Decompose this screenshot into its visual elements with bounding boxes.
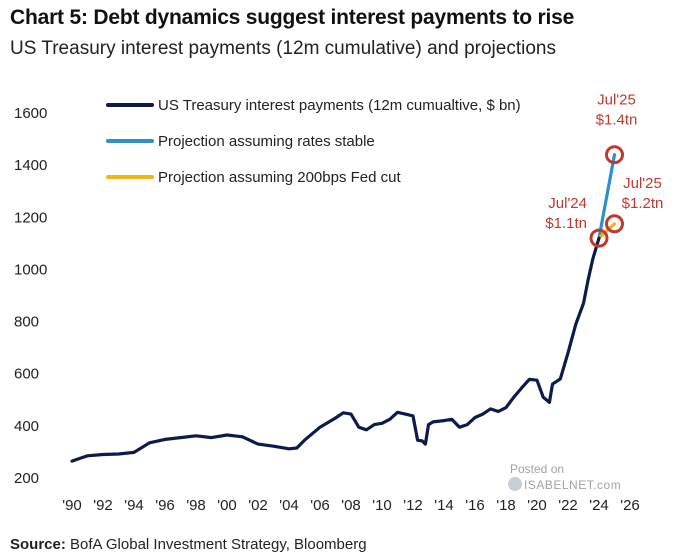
series-line-rates-stable (597, 153, 617, 240)
x-tick-label: '90 (62, 497, 82, 514)
x-axis-ticks: '90 '92 '94 '96 '98 '00 '02 '04 '06 '08 '10 '12 '14 '… (62, 497, 640, 514)
y-tick-label: 200 (14, 470, 39, 487)
series-line-interest-payments (70, 236, 601, 463)
chart-subtitle: US Treasury interest payments (12m cumul… (10, 38, 556, 59)
x-tick-label: '24 (589, 497, 609, 514)
y-tick-label: 400 (14, 418, 39, 435)
annotation-value: $1.1tn (545, 215, 587, 232)
annotation-value: $1.4tn (596, 112, 638, 129)
source-note: Source: BofA Global Investment Strategy,… (10, 536, 367, 553)
y-tick-label: 1400 (14, 157, 47, 174)
chart-title: Chart 5: Debt dynamics suggest interest … (10, 6, 575, 29)
x-tick-label: '22 (558, 497, 578, 514)
x-tick-label: '16 (465, 497, 485, 514)
globe-icon (508, 477, 522, 491)
x-tick-label: '18 (496, 497, 516, 514)
x-tick-label: '14 (434, 497, 454, 514)
y-tick-label: 1000 (14, 261, 47, 278)
x-tick-label: '92 (93, 497, 113, 514)
x-tick-label: '04 (279, 497, 299, 514)
annotation-date: Jul'25 (623, 175, 662, 192)
x-tick-label: '10 (372, 497, 392, 514)
x-tick-label: '20 (527, 497, 547, 514)
annotation-circle (605, 145, 624, 165)
annotations: Jul'24 $1.1tn Jul'25 $1.4tn Jul'25 $1.2tn (545, 92, 664, 248)
x-tick-label: '12 (403, 497, 423, 514)
annotation-value: $1.2tn (622, 195, 664, 212)
series-lines (70, 153, 617, 463)
x-tick-label: '94 (124, 497, 144, 514)
x-tick-label: '26 (620, 497, 640, 514)
legend-label: Projection assuming rates stable (158, 133, 375, 150)
x-tick-label: '96 (155, 497, 175, 514)
legend-label: Projection assuming 200bps Fed cut (158, 169, 401, 186)
y-tick-label: 800 (14, 314, 39, 331)
y-tick-label: 600 (14, 366, 39, 383)
watermark-site-text: ISABELNET.com (524, 478, 622, 492)
legend: US Treasury interest payments (12m cumua… (106, 97, 521, 186)
source-label: Source: (10, 536, 66, 553)
annotation-circle (589, 228, 609, 248)
y-axis-ticks: 200 400 600 800 1000 1200 1400 1600 (14, 105, 47, 487)
annotation-circle (605, 214, 624, 234)
x-tick-label: '98 (186, 497, 206, 514)
watermark: Posted on ISABELNET.com (506, 462, 621, 502)
x-tick-label: '06 (310, 497, 330, 514)
x-tick-label: '08 (341, 497, 361, 514)
source-text: BofA Global Investment Strategy, Bloombe… (70, 536, 367, 553)
annotation-date: Jul'25 (597, 92, 636, 109)
watermark-posted-text: Posted on (510, 462, 565, 476)
x-tick-label: '02 (248, 497, 268, 514)
series-line-fed-cut (597, 222, 617, 240)
x-tick-label: '00 (217, 497, 237, 514)
legend-label: US Treasury interest payments (12m cumua… (158, 97, 521, 114)
y-tick-label: 1600 (14, 105, 47, 122)
annotation-date: Jul'24 (548, 195, 587, 212)
y-tick-label: 1200 (14, 209, 47, 226)
